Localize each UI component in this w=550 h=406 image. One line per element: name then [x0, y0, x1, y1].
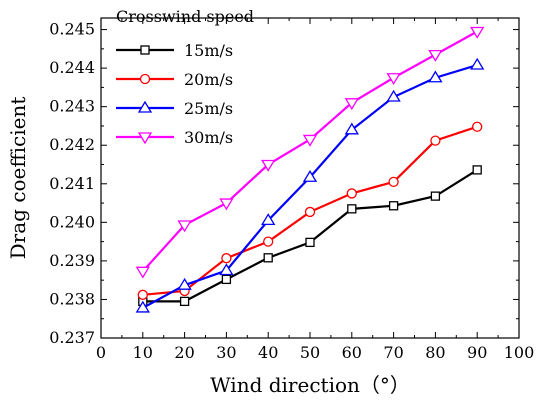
series-30m-per-s	[135, 26, 485, 279]
y-tick-label: 0.244	[49, 58, 95, 77]
data-point	[388, 176, 399, 188]
data-point	[388, 201, 399, 211]
data-point	[346, 188, 357, 199]
legend-marker	[137, 100, 153, 113]
data-point	[261, 159, 276, 172]
series-15m-per-s	[138, 165, 482, 307]
x-tick-label: 10	[133, 343, 153, 362]
series-25m-per-s	[135, 57, 485, 313]
legend-marker	[137, 132, 153, 145]
data-point	[221, 274, 232, 285]
x-tick-label: 50	[300, 343, 320, 362]
y-tick-label: 0.238	[49, 289, 95, 308]
data-point	[177, 277, 192, 290]
y-tick-label: 0.241	[49, 174, 95, 193]
data-point	[177, 220, 192, 233]
legend: Crosswind speed 15m/s 20m/s 25m/s 30m/s	[116, 7, 254, 147]
data-point	[263, 253, 273, 263]
x-tick-label: 80	[425, 343, 445, 362]
y-tick-label: 0.239	[49, 251, 95, 270]
y-tick-label: 0.242	[49, 135, 95, 154]
legend-label: 25m/s	[184, 99, 233, 118]
legend-marker	[139, 73, 151, 85]
data-point	[219, 263, 234, 276]
data-point	[302, 169, 318, 182]
x-tick-label: 90	[467, 343, 487, 362]
data-point	[386, 73, 401, 86]
data-point	[302, 134, 318, 147]
y-tick-label: 0.245	[49, 20, 95, 39]
data-point	[219, 198, 234, 211]
data-point	[179, 296, 190, 307]
data-point	[470, 26, 485, 39]
x-tick-label: 30	[216, 343, 236, 362]
data-point	[430, 135, 441, 146]
x-axis-title: Wind direction（°）	[210, 373, 410, 397]
data-point	[221, 253, 232, 264]
x-tick-label: 100	[504, 343, 535, 362]
data-point	[428, 49, 443, 62]
x-tick-label: 0	[96, 343, 106, 362]
axes: 0 10 20 30 40 50 60 70 80 90 100 0.237 0.238 0.239 0.2…	[49, 17, 535, 362]
series-line	[141, 30, 478, 273]
data-point	[347, 204, 357, 214]
data-point	[472, 121, 483, 132]
data-point	[263, 236, 274, 247]
data-point	[137, 289, 148, 300]
series-layer	[135, 26, 485, 313]
legend-label: 15m/s	[184, 41, 233, 60]
x-tick-label: 70	[383, 343, 403, 362]
y-tick-label: 0.237	[49, 328, 95, 347]
data-point	[344, 122, 359, 135]
legend-label: 30m/s	[184, 128, 233, 147]
data-point	[135, 300, 150, 313]
legend-marker	[140, 45, 150, 55]
data-point	[304, 206, 316, 218]
data-point	[428, 70, 443, 83]
data-point	[344, 98, 359, 111]
x-tick-label: 40	[258, 343, 278, 362]
data-point	[305, 237, 315, 248]
data-point	[430, 191, 441, 201]
legend-title: Crosswind speed	[116, 7, 254, 26]
data-point	[135, 266, 150, 279]
data-point	[386, 89, 401, 102]
y-tick-label: 0.240	[49, 212, 95, 231]
y-tick-label: 0.243	[49, 97, 95, 116]
data-point	[470, 57, 485, 70]
legend-label: 20m/s	[184, 70, 233, 89]
y-axis-title: Drag coefficient	[6, 97, 30, 260]
x-tick-label: 60	[342, 343, 362, 362]
x-tick-label: 20	[174, 343, 194, 362]
data-point	[261, 213, 276, 226]
series-20m-per-s	[137, 121, 483, 300]
data-point	[472, 165, 482, 175]
